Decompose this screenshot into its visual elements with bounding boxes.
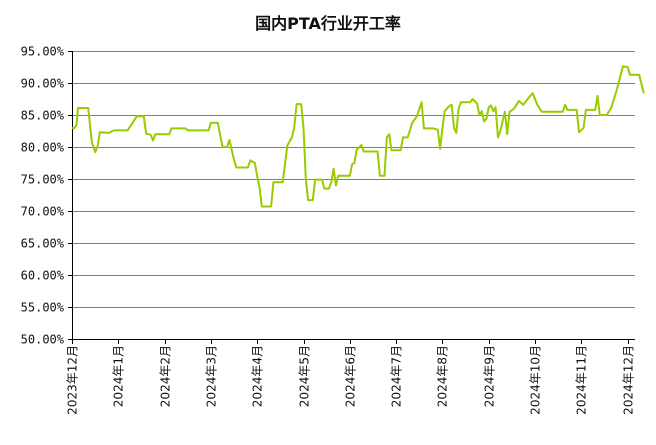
x-tick-label: 2024年10月 <box>529 345 543 415</box>
series-line <box>71 65 645 208</box>
y-tick-label: 80.00% <box>21 141 65 155</box>
y-tick-label: 55.00% <box>21 301 65 315</box>
chart-title: 国内PTA行业开工率 <box>255 14 401 33</box>
x-tick-label: 2024年8月 <box>436 345 450 407</box>
y-tick-label: 90.00% <box>21 77 65 91</box>
x-tick-label: 2024年2月 <box>159 345 173 407</box>
x-tick-label: 2024年7月 <box>390 345 404 407</box>
x-tick-label: 2023年12月 <box>66 345 80 415</box>
x-tick-label: 2024年11月 <box>575 345 589 415</box>
y-tick-label: 50.00% <box>21 333 65 347</box>
x-tick-label: 2024年3月 <box>205 345 219 407</box>
y-tick-label: 95.00% <box>21 45 65 59</box>
y-tick-label: 65.00% <box>21 237 65 251</box>
x-tick-label: 2024年1月 <box>112 345 126 407</box>
y-tick-label: 85.00% <box>21 109 65 123</box>
x-tick-label: 2024年12月 <box>622 345 636 415</box>
y-tick-label: 75.00% <box>21 173 65 187</box>
x-tick-label: 2024年4月 <box>251 345 265 407</box>
x-tick-label: 2024年6月 <box>344 345 358 407</box>
y-tick-label: 60.00% <box>21 269 65 283</box>
y-tick-label: 70.00% <box>21 205 65 219</box>
x-tick-label: 2024年5月 <box>298 345 312 407</box>
x-tick-label: 2024年9月 <box>483 345 497 407</box>
